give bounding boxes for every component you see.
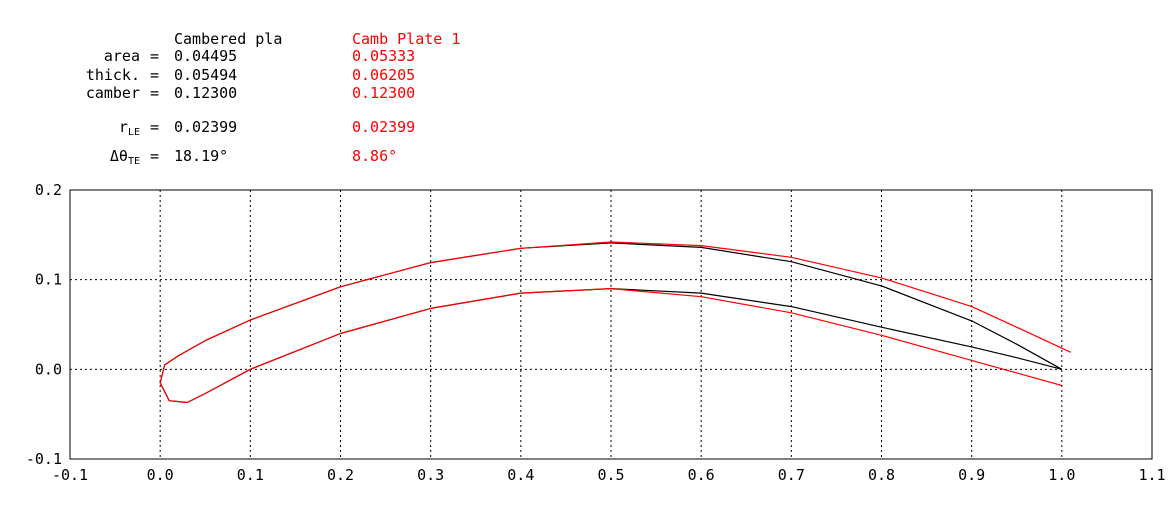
stat-rle-b: 0.02399	[352, 118, 416, 136]
series-line-camb-plate-1	[159, 241, 1072, 404]
stat-label-thick: thick.	[85, 66, 140, 84]
x-tick-label: 0.7	[778, 466, 805, 484]
x-tick-label: 0.6	[688, 466, 715, 484]
x-tick-label: 0.2	[327, 466, 354, 484]
x-tick-label: 0.3	[417, 466, 444, 484]
stat-camber-b: 0.12300	[352, 84, 416, 102]
y-tick-label: 0.2	[35, 181, 62, 199]
y-tick-label: 0.0	[35, 360, 62, 378]
x-tick-label: 0.1	[237, 466, 264, 484]
stats-panel: Cambered pla Camb Plate 1 area = 0.04495…	[0, 0, 700, 175]
stat-eq: =	[150, 118, 169, 136]
stat-thick-b: 0.06205	[352, 66, 416, 84]
stat-eq: =	[150, 47, 169, 65]
y-tick-label: -0.1	[26, 450, 62, 468]
series-b-header: Camb Plate 1	[352, 30, 461, 48]
x-tick-label: 0.0	[147, 466, 174, 484]
x-tick-label: -0.1	[52, 466, 88, 484]
stat-label-dthetate: ΔθTE	[109, 147, 140, 167]
x-tick-label: 1.0	[1048, 466, 1075, 484]
x-tick-label: 0.4	[507, 466, 534, 484]
x-tick-label: 1.1	[1138, 466, 1165, 484]
x-tick-label: 0.8	[868, 466, 895, 484]
stat-eq: =	[150, 66, 169, 84]
stat-label-rle: rLE	[118, 118, 140, 138]
stat-thick-a: 0.05494	[174, 66, 238, 84]
stat-camber-a: 0.12300	[174, 84, 238, 102]
stat-eq: =	[150, 84, 169, 102]
x-tick-label: 0.5	[597, 466, 624, 484]
x-tick-label: 0.9	[958, 466, 985, 484]
stat-eq: =	[150, 147, 169, 165]
stat-area-b: 0.05333	[352, 47, 416, 65]
y-tick-label: 0.1	[35, 271, 62, 289]
stat-dthetate-b: 8.86°	[352, 147, 398, 165]
stat-dthetate-a: 18.19°	[174, 147, 229, 165]
stat-rle-a: 0.02399	[174, 118, 238, 136]
stat-area-a: 0.04495	[174, 47, 238, 65]
series-a-header: Cambered pla	[174, 30, 283, 48]
stat-label-area: area	[103, 47, 140, 65]
stat-label-camber: camber	[85, 84, 140, 102]
